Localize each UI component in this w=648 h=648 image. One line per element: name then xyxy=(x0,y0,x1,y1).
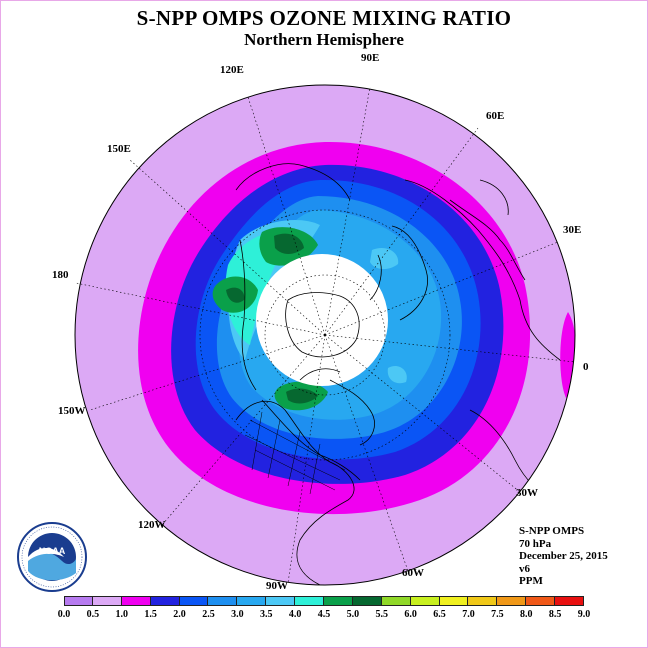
colorbar-swatch xyxy=(92,596,122,606)
colorbar-tick-label: 1.5 xyxy=(144,609,157,620)
colorbar-tick-label: 6.5 xyxy=(433,609,446,620)
lon-label-30w: 30W xyxy=(516,487,538,499)
colorbar-tick-label: 8.0 xyxy=(519,609,533,620)
colorbar-swatch xyxy=(208,596,238,606)
info-block: S-NPP OMPS 70 hPa December 25, 2015 v6 P… xyxy=(519,525,608,588)
colorbar-swatch xyxy=(526,596,556,606)
colorbar-swatch xyxy=(352,596,382,606)
info-instrument: S-NPP OMPS xyxy=(519,525,585,537)
graticule xyxy=(75,86,576,584)
colorbar-swatch xyxy=(381,596,411,606)
lon-label-60w: 60W xyxy=(402,567,424,579)
colorbar: 0.0 0.5 1.0 1.5 2.0 2.5 3.0 3.5 4.0 4.5 5.0 5.5 6.0 6… xyxy=(58,596,590,626)
colorbar-tick-label: 7.5 xyxy=(491,609,504,620)
colorbar-tick-label: 9.0 xyxy=(577,609,591,620)
colorbar-swatch xyxy=(468,596,498,606)
colorbar-tick-label: 2.0 xyxy=(173,609,186,620)
longitude-labels: 90E 60E 30E 0 30W 60W 90W 120W 150W 180 … xyxy=(52,52,589,592)
lon-label-150w: 150W xyxy=(58,405,86,417)
lon-label-30e: 30E xyxy=(563,224,581,236)
info-version: v6 xyxy=(519,562,530,575)
colorbar-tick-label: 5.5 xyxy=(375,609,389,620)
lon-label-120w: 120W xyxy=(138,519,166,531)
colorbar-swatch xyxy=(497,596,527,606)
colorbar-swatch xyxy=(266,596,296,606)
lon-label-60e: 60E xyxy=(486,110,504,122)
colorbar-swatch xyxy=(295,596,324,606)
colorbar-swatch xyxy=(121,596,151,606)
colorbar-swatch xyxy=(237,596,267,606)
chart-subtitle: Northern Hemisphere xyxy=(244,30,404,49)
colorbar-tick-label: 1.0 xyxy=(115,609,129,620)
colorbar-tick-label: 6.0 xyxy=(404,609,417,620)
map-border xyxy=(74,84,576,586)
colorbar-tick-label: 3.5 xyxy=(259,609,273,620)
info-date: December 25, 2015 xyxy=(519,550,608,562)
lon-label-180: 180 xyxy=(52,269,69,281)
colorbar-tick-label: 4.0 xyxy=(288,609,302,620)
colorbar-tick-label: 5.0 xyxy=(346,609,360,620)
colorbar-swatch xyxy=(324,596,353,606)
colorbar-tick-label: 3.0 xyxy=(231,609,244,620)
chart-title: S-NPP OMPS OZONE MIXING RATIO xyxy=(136,6,512,30)
noaa-logo-icon: NOAA xyxy=(17,522,87,592)
colorbar-tick-label: 7.0 xyxy=(462,609,475,620)
colorbar-tick-label: 0.0 xyxy=(57,609,71,620)
colorbar-swatch xyxy=(410,596,440,606)
lon-label-90w: 90W xyxy=(266,580,288,592)
info-units: PPM xyxy=(519,575,543,587)
colorbar-tick-label: 0.5 xyxy=(86,609,100,620)
colorbar-frame xyxy=(64,596,584,606)
lon-label-150e: 150E xyxy=(107,143,131,155)
lon-label-90e: 90E xyxy=(361,52,379,64)
noaa-logo-text: NOAA xyxy=(39,546,66,556)
colorbar-swatch xyxy=(64,596,93,606)
colorbar-swatch xyxy=(179,596,209,606)
state-boundaries xyxy=(244,411,346,495)
lon-label-0: 0 xyxy=(583,361,589,373)
colorbar-tick-label: 4.5 xyxy=(317,609,331,620)
colorbar-swatch xyxy=(150,596,180,606)
info-level: 70 hPa xyxy=(519,537,552,550)
colorbar-swatch xyxy=(439,596,469,606)
lon-label-120e: 120E xyxy=(220,64,244,76)
colorbar-tick-label: 2.5 xyxy=(202,609,215,620)
colorbar-tick-label: 8.5 xyxy=(548,609,562,620)
